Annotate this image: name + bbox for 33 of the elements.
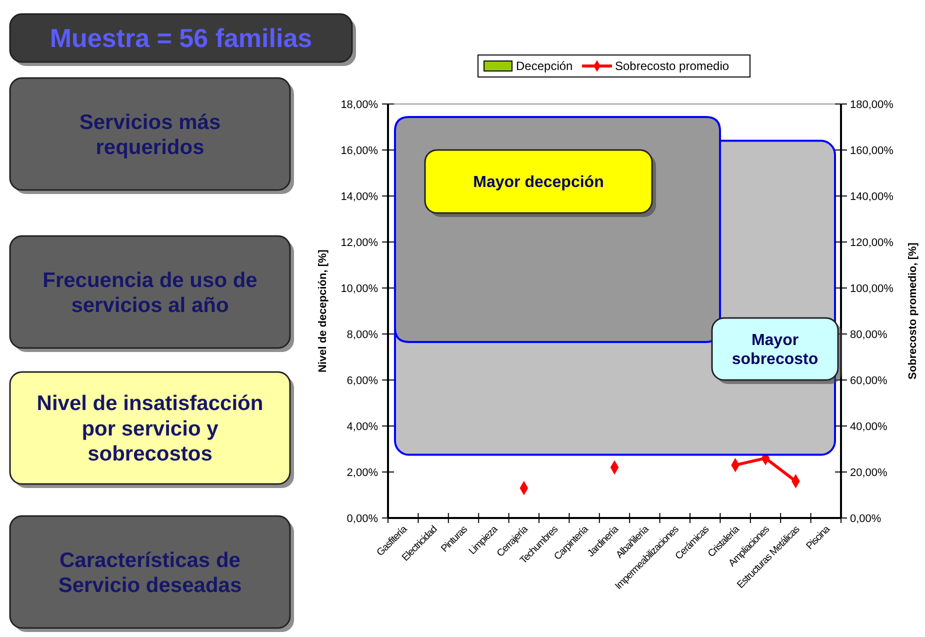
section-box: Características de Servicio deseadas [9, 515, 294, 632]
y-tick-label: 10,00% [340, 282, 378, 295]
y-tick-label: 8,00% [346, 328, 378, 341]
section-box: Nivel de insatisfacción por servicio y sobrecostos [9, 371, 294, 488]
y2-tick-label: 100,00% [850, 282, 894, 295]
y-tick-label: 18,00% [340, 98, 378, 111]
y2-tick-label: 60,00% [850, 374, 888, 387]
legend-label: Sobrecosto promedio [615, 59, 730, 74]
y-tick-label: 0,00% [346, 512, 378, 525]
legend-label: Decepción [516, 59, 573, 74]
y2-tick-label: 160,00% [850, 144, 894, 157]
y-tick-label: 2,00% [346, 466, 378, 479]
annotation: Mayor decepción [473, 174, 604, 192]
y-tick-label: 16,00% [340, 144, 378, 157]
y-axis-title: Nivel de decepción, [%] [317, 249, 329, 372]
callout-box: Mayor sobrecosto [711, 317, 842, 384]
y2-tick-label: 80,00% [850, 328, 888, 341]
y-tick-label: 4,00% [346, 420, 378, 433]
band-label: Mayor sobrecosto [732, 332, 818, 368]
y-tick-label: 6,00% [346, 374, 378, 387]
y2-tick-label: 0,00% [850, 512, 882, 525]
section-box: Frecuencia de uso de servicios al año [9, 235, 294, 352]
callout-box: Mayor decepción [424, 149, 656, 217]
y2-tick-label: 20,00% [850, 466, 888, 479]
y2-tick-label: 180,00% [850, 98, 894, 111]
y2-tick-label: 140,00% [850, 190, 894, 203]
sample-box: Muestra = 56 familias [9, 13, 356, 66]
section-box: Servicios más requeridos [9, 77, 294, 194]
y2-tick-label: 40,00% [850, 420, 888, 433]
y2-tick-label: 120,00% [850, 236, 894, 249]
y-tick-label: 12,00% [340, 236, 378, 249]
y-tick-label: 14,00% [340, 190, 378, 203]
y2-axis-title: Sobrecosto promedio, [%] [907, 242, 919, 380]
